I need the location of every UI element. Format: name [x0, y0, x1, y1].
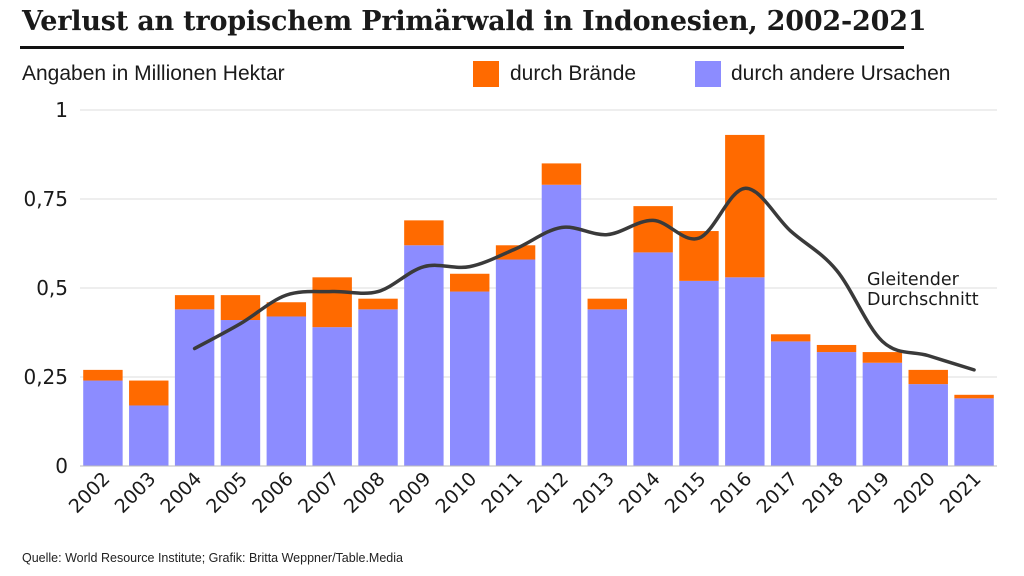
bar-other — [83, 380, 123, 466]
x-tick-label: 2005 — [202, 468, 252, 518]
bar-fire — [541, 163, 582, 185]
y-tick-label: 0,75 — [23, 187, 68, 211]
bar-fire — [770, 334, 811, 342]
x-tick-label: 2006 — [248, 468, 298, 518]
bar-other — [220, 320, 261, 466]
chart-title: Verlust an tropischem Primärwald in Indo… — [22, 6, 927, 37]
bar-other — [908, 384, 948, 466]
bar-fire — [358, 298, 398, 310]
legend-label-fire: durch Brände — [510, 62, 637, 85]
moving-average-label: Gleitender Durchschnitt — [867, 270, 979, 310]
bar-fire — [587, 298, 627, 310]
bar-fire — [725, 134, 765, 278]
x-tick-label: 2017 — [752, 468, 802, 518]
bar-fire — [633, 206, 673, 253]
x-tick-label: 2012 — [523, 468, 573, 518]
bar-fire — [450, 273, 490, 292]
title-underline — [20, 46, 904, 49]
bar-other — [679, 280, 719, 466]
x-tick-label: 2013 — [569, 468, 619, 518]
bar-fire — [129, 380, 169, 406]
x-tick-label: 2003 — [111, 468, 161, 518]
x-tick-label: 2016 — [707, 468, 757, 518]
x-tick-label: 2007 — [294, 468, 344, 518]
legend-swatch-other — [695, 61, 721, 87]
x-tick-label: 2015 — [661, 468, 711, 518]
bar-other — [954, 398, 994, 466]
bar-fire — [83, 369, 123, 381]
chart-subtitle: Angaben in Millionen Hektar — [22, 62, 285, 85]
x-tick-label: 2008 — [340, 468, 390, 518]
bar-other — [725, 277, 765, 466]
bar-other — [862, 362, 903, 466]
bar-other — [816, 352, 857, 466]
x-tick-label: 2010 — [432, 468, 482, 518]
bar-other — [174, 309, 215, 466]
legend-label-other: durch andere Ursachen — [731, 62, 951, 85]
x-tick-label: 2011 — [477, 468, 527, 518]
y-tick-label: 1 — [55, 98, 68, 122]
bar-fire — [266, 302, 307, 317]
x-tick-label: 2009 — [386, 468, 436, 518]
y-tick-label: 0 — [55, 454, 68, 478]
source-note: Quelle: World Resource Institute; Grafik… — [22, 551, 403, 565]
x-tick-label: 2004 — [156, 468, 206, 518]
bar-other — [312, 327, 352, 466]
bar-fire — [312, 277, 352, 328]
bar-other — [770, 341, 811, 466]
moving-average-line — [192, 186, 976, 372]
x-tick-label: 2020 — [890, 468, 940, 518]
bar-fire — [495, 245, 536, 260]
bar-other — [495, 259, 536, 466]
bar-other — [404, 245, 444, 466]
x-tick-label: 2021 — [936, 468, 986, 518]
y-tick-label: 0,25 — [23, 365, 68, 389]
bar-fire — [908, 369, 948, 385]
x-tick-label: 2018 — [798, 468, 848, 518]
x-tick-label: 2002 — [65, 468, 115, 518]
bar-fire — [954, 394, 994, 399]
y-tick-label: 0,5 — [36, 276, 68, 300]
bar-fire — [862, 352, 903, 363]
bar-fire — [404, 220, 444, 246]
bar-other — [587, 309, 627, 466]
bar-other — [358, 309, 398, 466]
x-tick-label: 2019 — [844, 468, 894, 518]
bar-other — [129, 405, 169, 466]
bar-fire — [816, 344, 857, 353]
x-tick-label: 2014 — [615, 468, 665, 518]
bar-other — [633, 252, 673, 466]
bar-other — [450, 291, 490, 466]
legend-swatch-fire — [473, 61, 499, 87]
bar-fire — [174, 295, 215, 310]
bar-other — [266, 316, 307, 466]
